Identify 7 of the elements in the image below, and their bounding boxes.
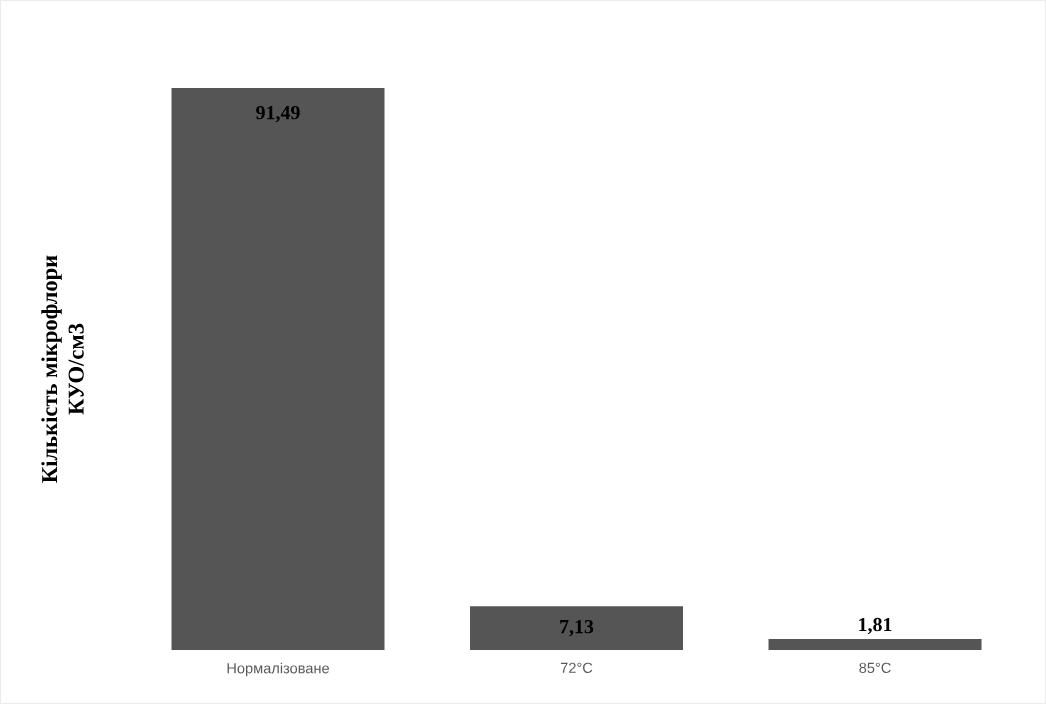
data-label: 7,13	[560, 619, 594, 637]
data-label: 1,81	[859, 617, 892, 635]
x-tick-label: 85°C	[859, 662, 891, 674]
data-label: 91,49	[256, 105, 300, 123]
x-tick-label: Нормалізоване	[227, 662, 329, 677]
y-axis-title: Кількість мікрофлори КУО/см3	[41, 255, 84, 483]
x-tick-label: 72°C	[560, 662, 593, 674]
